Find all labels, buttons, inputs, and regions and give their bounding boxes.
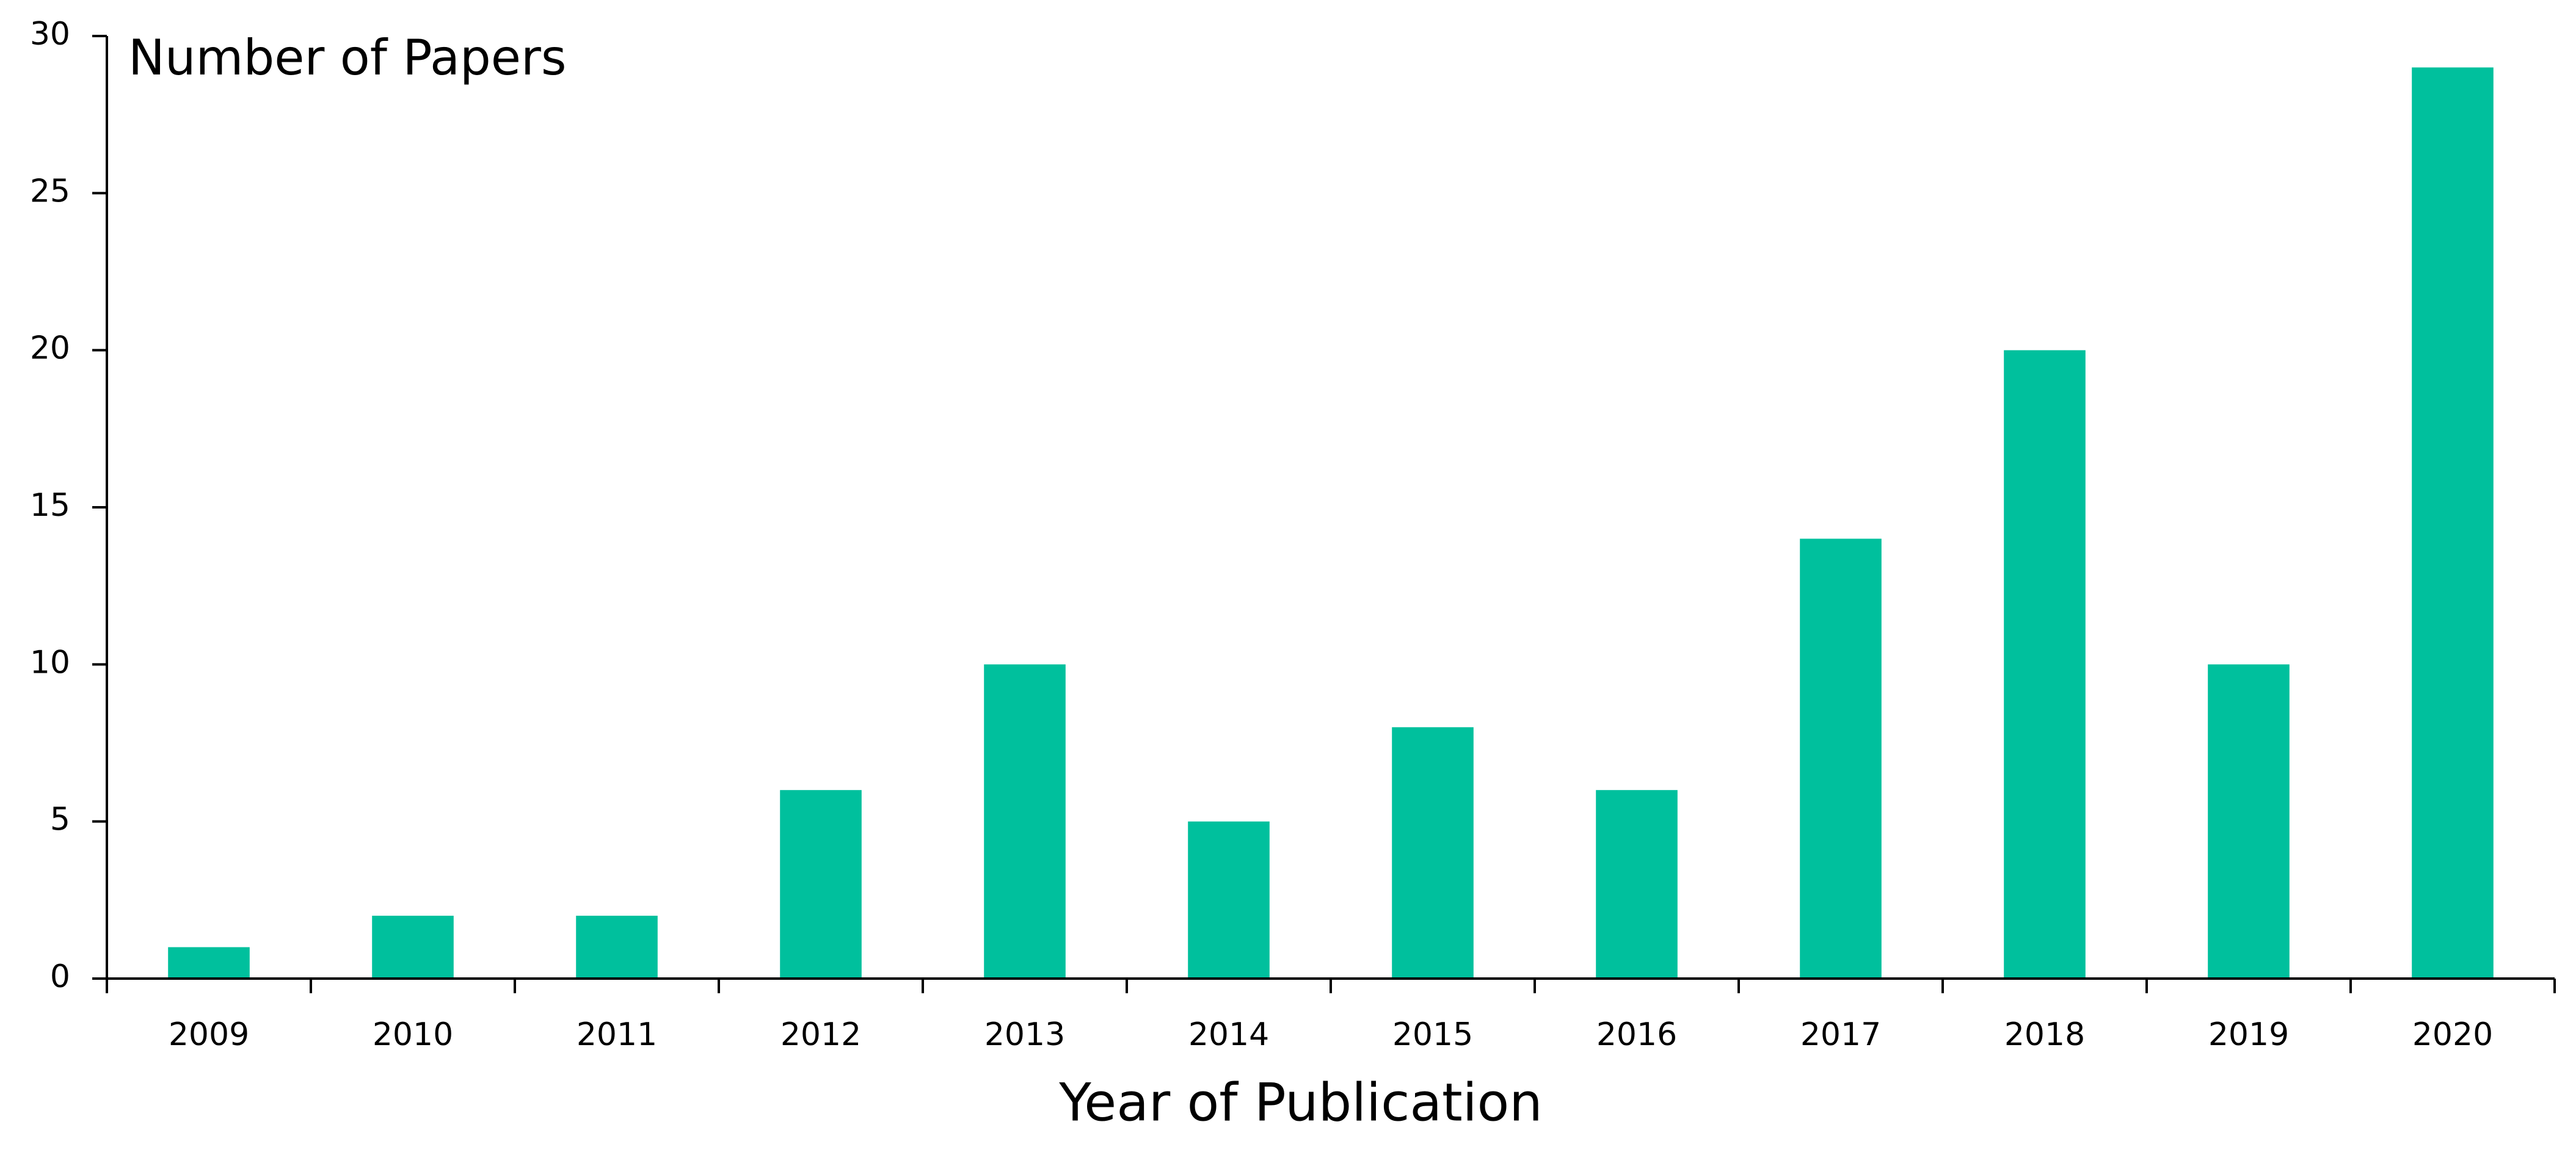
x-tick-label: 2009 [169,1016,249,1053]
bar [576,916,658,979]
y-tick-label: 15 [30,487,70,524]
y-tick-label: 20 [30,330,70,367]
x-tick-label: 2019 [2208,1016,2289,1053]
x-tick-label: 2017 [1800,1016,1881,1053]
y-tick-label: 30 [30,16,70,52]
x-tick-label: 2020 [2412,1016,2493,1053]
y-tick-label: 25 [30,173,70,209]
bar [984,664,1066,979]
y-tick-label: 5 [50,802,70,838]
x-tick-label: 2013 [984,1016,1065,1053]
bar [2208,664,2290,979]
bar [1392,727,1474,979]
x-tick-label: 2012 [780,1016,861,1053]
x-tick-label: 2018 [2004,1016,2085,1053]
bar [780,790,862,979]
bar [1188,821,1270,979]
bar [372,916,454,979]
x-tick-label: 2016 [1596,1016,1677,1053]
bar [2412,67,2494,979]
x-axis-title: Year of Publication [1058,1072,1543,1133]
bar [1596,790,1678,979]
x-tick-label: 2015 [1392,1016,1473,1053]
bar [168,947,250,979]
bar [1800,538,1882,979]
x-tick-label: 2011 [577,1016,657,1053]
y-tick-label: 10 [30,644,70,681]
x-tick-label: 2010 [373,1016,453,1053]
x-tick-label: 2014 [1188,1016,1269,1053]
y-axis-title: Number of Papers [128,29,567,86]
y-tick-label: 0 [50,958,70,995]
bar [2004,350,2086,979]
